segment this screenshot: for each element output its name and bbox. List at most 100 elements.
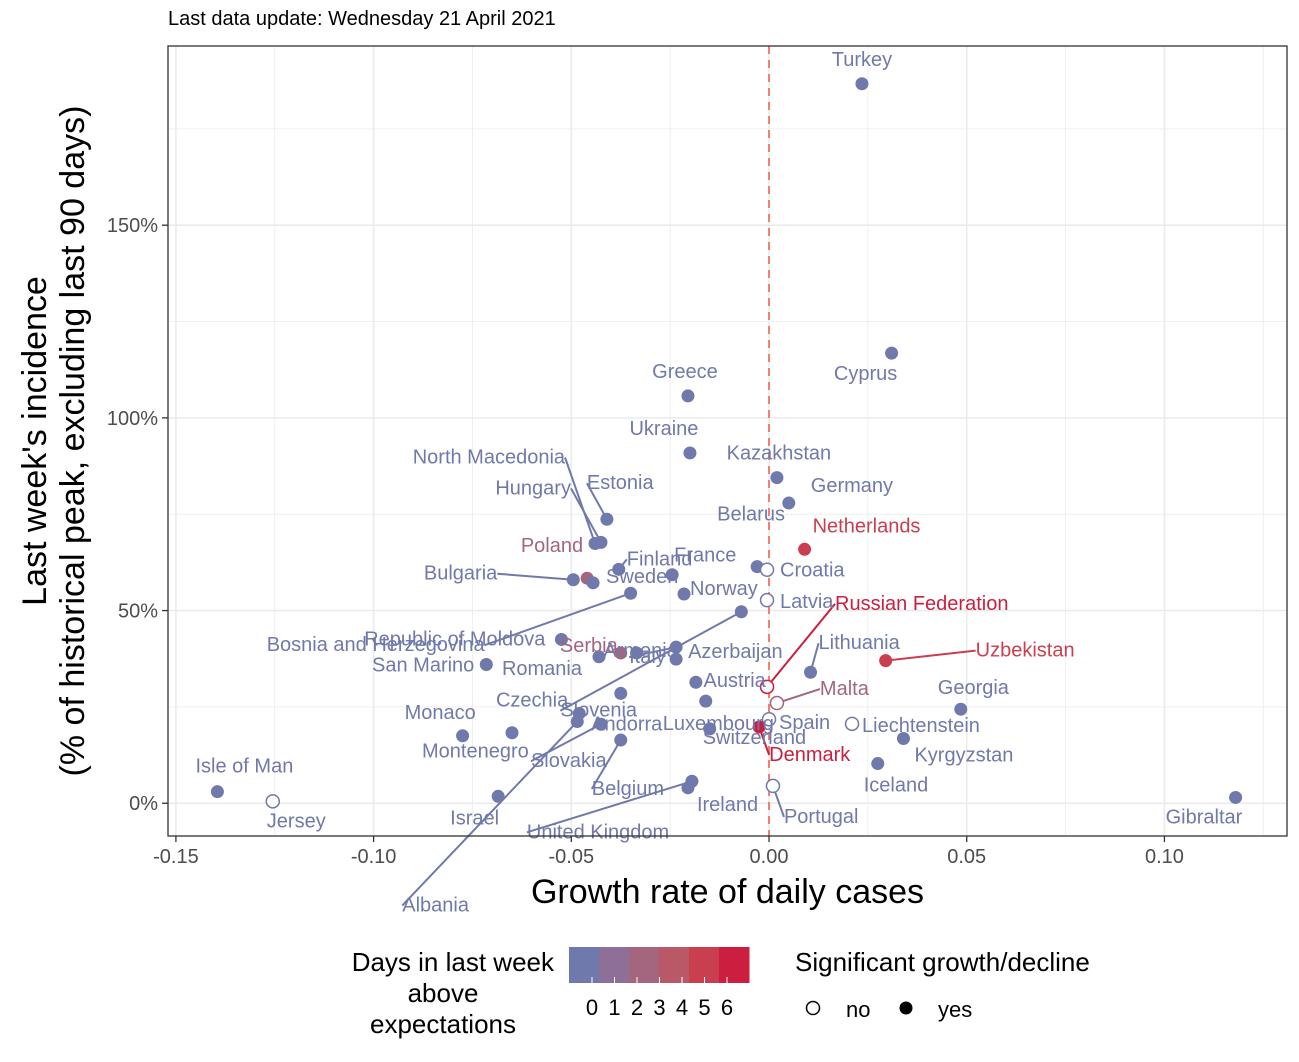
y-tick-label: 0% xyxy=(129,793,158,815)
point-ireland xyxy=(681,781,695,795)
y-axis-title-line1: Last week's incidence xyxy=(16,276,54,606)
legend-sig-yes-key xyxy=(899,1001,913,1015)
leader-line-north-macedonia xyxy=(564,457,596,544)
label-latvia: Latvia xyxy=(780,591,834,613)
point-luxembourg xyxy=(699,694,713,708)
label-luxembourg: Luxembourg xyxy=(663,713,774,735)
point-finland xyxy=(612,562,626,576)
label-france: France xyxy=(674,545,736,567)
legend-days-title-line: expectations xyxy=(370,1009,516,1039)
point-austria xyxy=(630,646,644,660)
y-tick-label: 50% xyxy=(118,601,158,623)
label-austria: Austria xyxy=(704,670,767,692)
point-hungary xyxy=(594,535,608,549)
label-andorra: Andorra xyxy=(591,713,663,735)
point-andorra xyxy=(614,686,628,700)
x-axis-title: Growth rate of daily cases xyxy=(531,873,924,911)
y-tick-label: 150% xyxy=(107,215,158,237)
point-spain xyxy=(761,711,777,727)
point-russian-federation xyxy=(759,679,775,695)
label-spain: Spain xyxy=(779,712,830,734)
point-greece xyxy=(681,389,695,403)
x-tick-label: -0.10 xyxy=(351,846,397,868)
label-finland: Finland xyxy=(627,548,693,570)
legend-days-tick-label: 5 xyxy=(698,995,710,1020)
label-azerbaijan: Azerbaijan xyxy=(688,641,783,663)
legend-days-title-line: Days in last week xyxy=(352,947,555,977)
leader-line-estonia xyxy=(586,482,608,520)
label-slovakia: Slovakia xyxy=(531,750,607,772)
label-kyrgyzstan: Kyrgyzstan xyxy=(914,745,1013,767)
legend-days-title-line: above xyxy=(408,978,479,1008)
leader-line-malta xyxy=(776,688,821,704)
point-latvia xyxy=(759,592,775,608)
label-jersey: Jersey xyxy=(267,810,326,832)
label-ukraine: Ukraine xyxy=(629,418,698,440)
legend-days-tick-label: 6 xyxy=(721,995,733,1020)
legend-sig-no-key xyxy=(805,1000,821,1016)
label-germany: Germany xyxy=(811,475,893,497)
point-slovakia xyxy=(594,717,608,731)
label-united-kingdom: United Kingdom xyxy=(527,821,669,843)
label-iceland: Iceland xyxy=(864,775,929,797)
legend-gradient-segment xyxy=(659,947,690,983)
point-estonia xyxy=(600,512,614,526)
label-portugal: Portugal xyxy=(784,806,859,828)
label-estonia: Estonia xyxy=(587,472,655,494)
legend-gradient-segment xyxy=(569,947,600,983)
point-switzerland xyxy=(703,722,717,736)
point-france xyxy=(665,568,679,582)
legend-days-tick-label: 1 xyxy=(608,995,620,1020)
label-san-marino: San Marino xyxy=(372,655,474,677)
label-georgia: Georgia xyxy=(938,677,1010,699)
label-malta: Malta xyxy=(820,678,870,700)
point-serbia xyxy=(614,646,628,660)
point-azerbaijan xyxy=(669,652,683,666)
point-netherlands xyxy=(798,542,812,556)
x-tick-label: 0.00 xyxy=(750,846,789,868)
label-sweden: Sweden xyxy=(606,566,678,588)
point-liechtenstein xyxy=(844,716,860,732)
point-armenia xyxy=(689,675,703,689)
point-germany xyxy=(782,496,796,510)
leader-line-bulgaria xyxy=(497,572,574,581)
leader-line-bosnia-and-herzegovina xyxy=(484,592,631,647)
label-bulgaria: Bulgaria xyxy=(424,563,498,585)
label-uzbekistan: Uzbekistan xyxy=(976,640,1075,662)
leader-line-uzbekistan xyxy=(885,649,976,662)
label-czechia: Czechia xyxy=(496,689,569,711)
label-north-macedonia: North Macedonia xyxy=(413,447,566,469)
point-georgia xyxy=(954,702,968,716)
label-turkey: Turkey xyxy=(832,49,892,71)
point-croatia xyxy=(759,562,775,577)
leader-line-hungary xyxy=(570,487,602,543)
label-republic-of-moldova: Republic of Moldova xyxy=(364,628,546,650)
label-lithuania: Lithuania xyxy=(819,632,901,654)
label-slovenia: Slovenia xyxy=(560,700,638,722)
point-sweden xyxy=(586,576,600,590)
label-belgium: Belgium xyxy=(592,778,664,800)
point-albania xyxy=(570,715,584,729)
label-cyprus: Cyprus xyxy=(834,363,897,385)
label-isle-of-man: Isle of Man xyxy=(196,756,294,778)
point-cyprus xyxy=(885,346,899,360)
point-kyrgyzstan xyxy=(896,732,910,746)
label-israel: Israel xyxy=(450,807,499,829)
leader-line-albania xyxy=(401,720,578,907)
point-belgium xyxy=(614,733,628,747)
label-hungary: Hungary xyxy=(495,477,571,499)
label-serbia: Serbia xyxy=(560,635,619,657)
legend-days-tick-label: 4 xyxy=(676,995,688,1020)
plot-panel xyxy=(168,46,1287,836)
label-armenia: Armenia xyxy=(603,640,678,662)
label-liechtenstein: Liechtenstein xyxy=(862,715,980,737)
legend-sig-no-label: no xyxy=(846,997,870,1022)
legend-gradient-segment xyxy=(629,947,660,983)
legend-sig-title: Significant growth/decline xyxy=(795,947,1090,977)
point-isle-of-man xyxy=(210,785,224,799)
x-tick-label: 0.05 xyxy=(947,846,986,868)
leader-line-slovakia xyxy=(530,723,602,763)
label-albania: Albania xyxy=(402,895,470,917)
legend-gradient-segment xyxy=(719,947,750,983)
